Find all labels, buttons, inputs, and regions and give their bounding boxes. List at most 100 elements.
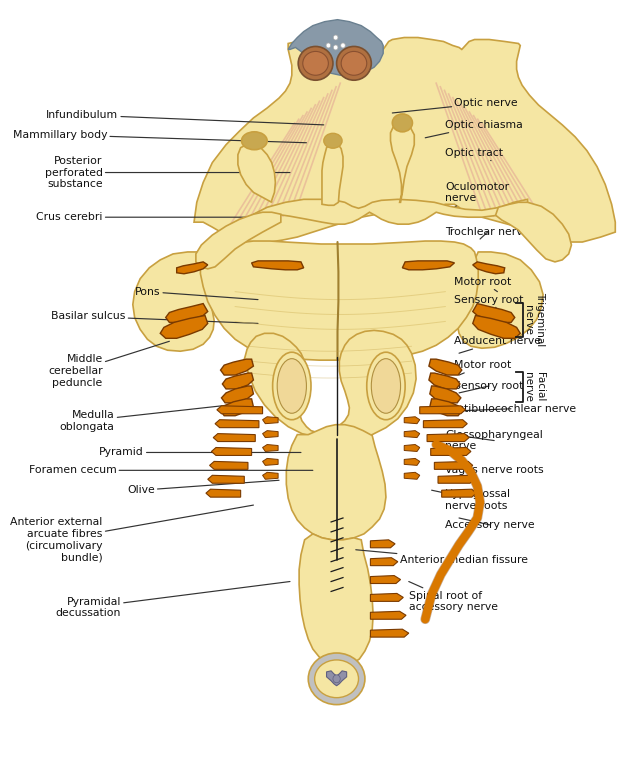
Text: Pyramidal
decussation: Pyramidal decussation [56, 581, 290, 618]
Ellipse shape [333, 675, 340, 683]
Polygon shape [371, 611, 406, 619]
Polygon shape [404, 417, 420, 424]
Ellipse shape [333, 35, 338, 40]
Polygon shape [371, 540, 395, 548]
Text: Crus cerebri: Crus cerebri [36, 212, 249, 222]
Polygon shape [211, 447, 252, 455]
Text: Pyramid: Pyramid [99, 447, 301, 457]
Polygon shape [420, 406, 465, 414]
Polygon shape [196, 212, 281, 269]
Ellipse shape [337, 46, 371, 80]
Text: Trigeminal
nerve: Trigeminal nerve [523, 292, 545, 346]
Text: Vestibulocochlear nerve: Vestibulocochlear nerve [445, 404, 577, 414]
Polygon shape [404, 431, 420, 438]
Polygon shape [221, 386, 253, 403]
Polygon shape [404, 473, 420, 479]
Polygon shape [262, 444, 278, 451]
Polygon shape [133, 252, 214, 352]
Polygon shape [430, 386, 461, 403]
Polygon shape [473, 262, 505, 274]
Polygon shape [262, 458, 278, 466]
Text: Oculomotor
nerve: Oculomotor nerve [445, 182, 509, 207]
Text: Optic nerve: Optic nerve [392, 98, 518, 113]
Polygon shape [457, 252, 543, 349]
Ellipse shape [392, 114, 412, 132]
Polygon shape [166, 304, 208, 323]
Polygon shape [435, 461, 473, 470]
Text: Glossopharyngeal
nerve: Glossopharyngeal nerve [445, 430, 543, 451]
Polygon shape [299, 534, 373, 666]
Polygon shape [442, 489, 476, 497]
Polygon shape [238, 145, 275, 202]
Ellipse shape [326, 55, 331, 60]
Text: Optic chiasma: Optic chiasma [425, 120, 523, 138]
Text: Middle
cerebellar
peduncle: Middle cerebellar peduncle [48, 341, 170, 387]
Polygon shape [390, 125, 414, 202]
Text: Infundibulum: Infundibulum [46, 110, 324, 125]
Text: Basilar sulcus: Basilar sulcus [51, 311, 258, 323]
Text: Accessory nerve: Accessory nerve [445, 518, 535, 530]
Polygon shape [424, 420, 467, 428]
Polygon shape [371, 594, 403, 601]
Polygon shape [404, 444, 420, 451]
Polygon shape [221, 399, 253, 416]
Polygon shape [209, 461, 248, 470]
Ellipse shape [371, 358, 401, 413]
Polygon shape [262, 473, 278, 479]
Polygon shape [194, 37, 615, 242]
Polygon shape [286, 425, 386, 540]
Polygon shape [430, 399, 462, 416]
Text: Motor root: Motor root [454, 277, 512, 291]
Ellipse shape [340, 43, 345, 48]
Text: Pons: Pons [135, 287, 258, 300]
Polygon shape [371, 629, 409, 637]
Text: Trochlear nerve: Trochlear nerve [445, 227, 530, 239]
Ellipse shape [333, 45, 338, 50]
Polygon shape [404, 458, 420, 466]
Ellipse shape [308, 653, 365, 705]
Polygon shape [322, 143, 343, 205]
Polygon shape [429, 373, 460, 389]
Polygon shape [177, 262, 208, 274]
Polygon shape [262, 431, 278, 438]
Ellipse shape [315, 660, 358, 698]
Ellipse shape [241, 132, 267, 150]
Polygon shape [160, 316, 208, 339]
Ellipse shape [324, 133, 342, 148]
Text: Anterior median fissure: Anterior median fissure [356, 549, 527, 565]
Text: Hypoglossal
nerve roots: Hypoglossal nerve roots [431, 489, 511, 511]
Text: Anterior external
arcuate fibres
(circumolivary
bundle): Anterior external arcuate fibres (circum… [10, 505, 253, 562]
Text: Motor root: Motor root [454, 360, 512, 375]
Polygon shape [438, 476, 475, 483]
Polygon shape [244, 330, 416, 440]
Polygon shape [213, 434, 255, 441]
Polygon shape [221, 359, 253, 375]
Polygon shape [222, 373, 253, 389]
Text: Abducent nerve: Abducent nerve [454, 336, 541, 353]
Polygon shape [429, 359, 462, 375]
Polygon shape [495, 202, 572, 262]
Text: Medulla
oblongata: Medulla oblongata [60, 403, 249, 431]
Polygon shape [473, 304, 515, 323]
Text: Spinal root of
accessory nerve: Spinal root of accessory nerve [409, 581, 498, 612]
Polygon shape [262, 417, 278, 424]
Text: Sensory root: Sensory root [454, 295, 524, 310]
Polygon shape [473, 316, 520, 339]
Polygon shape [200, 241, 478, 360]
Polygon shape [427, 434, 469, 441]
Ellipse shape [341, 52, 367, 75]
Text: Foramen cecum: Foramen cecum [29, 465, 313, 476]
Polygon shape [252, 261, 304, 270]
Polygon shape [206, 489, 241, 497]
Polygon shape [217, 406, 262, 414]
Ellipse shape [303, 52, 328, 75]
Polygon shape [326, 671, 347, 686]
Text: Posterior
perforated
substance: Posterior perforated substance [45, 156, 290, 189]
Text: Sensory root: Sensory root [454, 381, 524, 393]
Polygon shape [371, 558, 398, 565]
Ellipse shape [273, 352, 311, 420]
Polygon shape [253, 199, 527, 224]
Polygon shape [371, 575, 401, 584]
Text: Vagus nerve roots: Vagus nerve roots [445, 463, 544, 476]
Ellipse shape [326, 43, 331, 48]
